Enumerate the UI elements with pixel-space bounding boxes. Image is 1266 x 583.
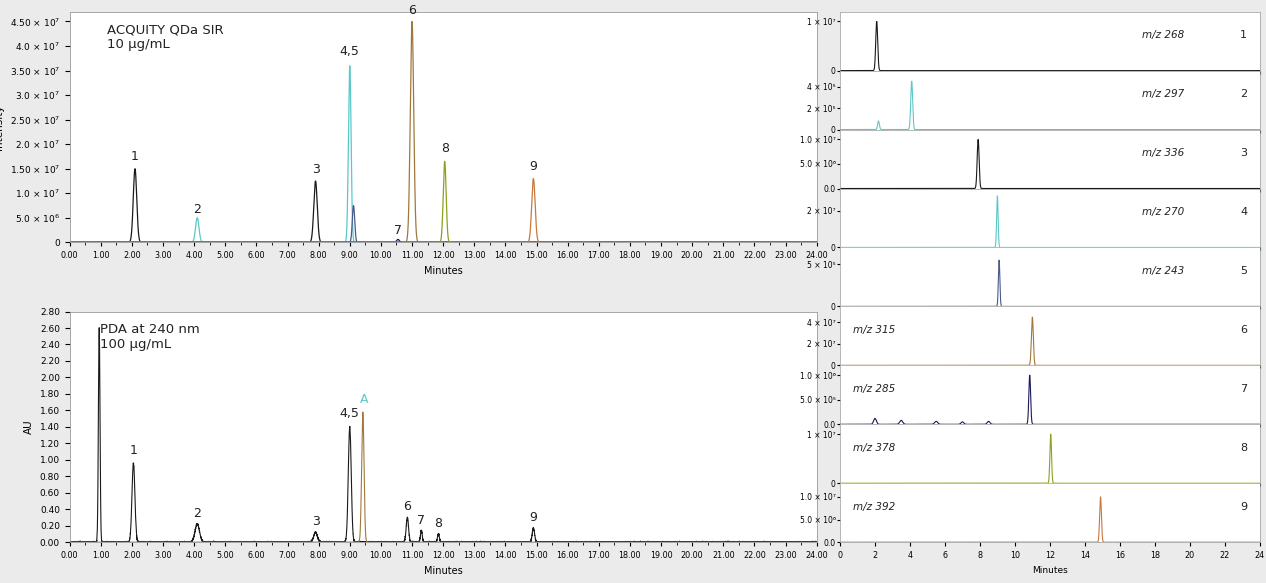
Text: 4,5: 4,5 (339, 45, 360, 58)
Text: m/z 297: m/z 297 (1142, 89, 1185, 99)
Text: m/z 285: m/z 285 (852, 384, 895, 394)
Text: 7: 7 (394, 224, 403, 237)
Text: PDA at 240 nm
100 μg/mL: PDA at 240 nm 100 μg/mL (100, 323, 199, 351)
Text: m/z 378: m/z 378 (852, 443, 895, 453)
Text: m/z 315: m/z 315 (852, 325, 895, 335)
Text: 2: 2 (194, 203, 201, 216)
Text: m/z 268: m/z 268 (1142, 30, 1185, 40)
Text: ACQUITY QDa SIR
10 μg/mL: ACQUITY QDa SIR 10 μg/mL (108, 23, 224, 51)
Text: m/z 392: m/z 392 (852, 502, 895, 512)
Text: 9: 9 (1239, 502, 1247, 512)
Text: 8: 8 (434, 517, 443, 530)
Text: 3: 3 (311, 163, 319, 176)
Text: 8: 8 (441, 142, 448, 155)
Text: m/z 336: m/z 336 (1142, 148, 1185, 158)
Text: 7: 7 (1239, 384, 1247, 394)
Text: 1: 1 (1241, 30, 1247, 40)
X-axis label: Minutes: Minutes (1032, 566, 1067, 575)
Text: m/z 243: m/z 243 (1142, 266, 1185, 276)
Text: 3: 3 (311, 515, 319, 528)
Text: 5: 5 (1241, 266, 1247, 276)
Text: 4,5: 4,5 (339, 408, 360, 420)
Text: 8: 8 (1239, 443, 1247, 453)
Text: 1: 1 (129, 444, 138, 456)
Text: 6: 6 (1241, 325, 1247, 335)
Text: 2: 2 (1239, 89, 1247, 99)
Text: 9: 9 (529, 160, 537, 173)
Text: 2: 2 (194, 507, 201, 520)
Text: 9: 9 (529, 511, 537, 524)
Text: 3: 3 (1241, 148, 1247, 158)
Text: m/z 270: m/z 270 (1142, 207, 1185, 217)
Text: 6: 6 (404, 500, 411, 512)
Text: 1: 1 (132, 150, 139, 163)
X-axis label: Minutes: Minutes (424, 566, 462, 576)
Text: A: A (360, 394, 368, 406)
Text: 6: 6 (408, 3, 417, 16)
Y-axis label: Intensity: Intensity (0, 104, 4, 150)
Y-axis label: AU: AU (24, 420, 34, 434)
Text: 7: 7 (418, 514, 425, 526)
X-axis label: Minutes: Minutes (424, 266, 462, 276)
Text: 4: 4 (1239, 207, 1247, 217)
